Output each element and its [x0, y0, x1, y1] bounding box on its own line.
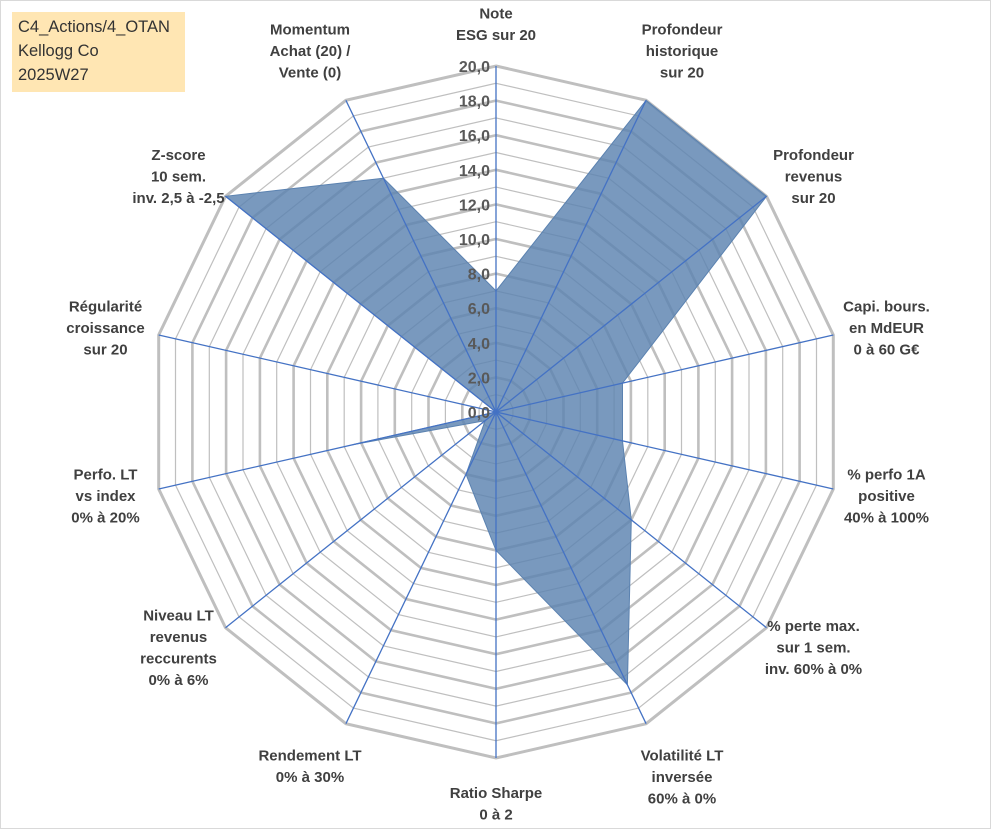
radial-tick-label: 16,0: [459, 128, 490, 145]
axis-label: % perte max. sur 1 sem. inv. 60% à 0%: [765, 618, 862, 678]
axis-label-line: Achat (20) /: [270, 43, 352, 60]
axis-label-line: 0% à 6%: [148, 672, 208, 689]
axis-label-line: croissance: [66, 320, 144, 337]
radial-tick-label: 18,0: [459, 94, 490, 111]
axis-label: Capi. bours. en MdEUR 0 à 60 G€: [843, 298, 930, 358]
axis-label-line: revenus: [785, 168, 843, 185]
radial-tick-label: 4,0: [468, 336, 490, 353]
radar-chart: 0,0 2,0 4,0 6,0 8,0 10,0 12,0 14,0 16,0 18,0 20,0 N…: [0, 0, 991, 829]
radial-tick-label: 20,0: [459, 59, 490, 76]
axis-label-line: inversée: [652, 769, 713, 786]
axis-label: Profondeur revenus sur 20: [773, 147, 854, 207]
axis-label: Volatilité LT inversée 60% à 0%: [641, 748, 724, 808]
axis-label: Profondeur historique sur 20: [642, 21, 723, 81]
axis-label-line: historique: [646, 43, 719, 60]
axis-label-line: sur 1 sem.: [776, 640, 850, 657]
axis-label-line: vs index: [75, 488, 136, 505]
radial-tick-label: 8,0: [468, 267, 490, 284]
axis-label-line: 0% à 30%: [276, 769, 344, 786]
axis-label-line: Régularité: [69, 298, 142, 315]
axis-label-line: Capi. bours.: [843, 298, 930, 315]
axis-label-line: sur 20: [83, 341, 127, 358]
radial-tick-label: 12,0: [459, 197, 490, 214]
axis-label-line: % perfo 1A: [847, 467, 926, 484]
axis-label-line: sur 20: [791, 190, 835, 207]
axis-label-line: Note: [479, 6, 512, 23]
axis-label-line: inv. 2,5 à -2,5: [132, 190, 224, 207]
axis-label-line: 0% à 20%: [71, 510, 139, 527]
axis-label-line: 60% à 0%: [648, 791, 716, 808]
axis-label: Z-score 10 sem. inv. 2,5 à -2,5: [132, 147, 224, 207]
axis-label-line: % perte max.: [767, 618, 860, 635]
axis-label: Momentum Achat (20) / Vente (0): [270, 21, 352, 81]
axis-label-line: 0 à 60 G€: [854, 341, 921, 358]
axis-label-line: Rendement LT: [258, 748, 361, 765]
axis-label-line: Niveau LT: [143, 607, 214, 624]
radial-tick-label: 14,0: [459, 163, 490, 180]
radial-tick-label: 6,0: [468, 301, 490, 318]
axis-label-line: 10 sem.: [151, 168, 206, 185]
axis-label: Régularité croissance sur 20: [66, 298, 144, 358]
axis-label-line: ESG sur 20: [456, 27, 536, 44]
axis-label-line: sur 20: [660, 64, 704, 81]
radial-tick-label: 0,0: [468, 405, 490, 422]
radial-tick-label: 10,0: [459, 232, 490, 249]
radial-tick-label: 2,0: [468, 370, 490, 387]
axis-label: % perfo 1A positive 40% à 100%: [844, 467, 929, 527]
axis-label-line: Vente (0): [279, 64, 342, 81]
axis-label-line: 0 à 2: [479, 807, 512, 824]
axis-label-line: Volatilité LT: [641, 748, 724, 765]
axis-label: Note ESG sur 20: [456, 6, 536, 45]
axis-label-line: Profondeur: [642, 21, 723, 38]
info-box: C4_Actions/4_OTAN Kellogg Co 2025W27: [12, 12, 185, 92]
axis-label-line: Profondeur: [773, 147, 854, 164]
axis-label-line: Z-score: [151, 147, 205, 164]
axis-label-line: reccurents: [140, 650, 217, 667]
axis-label: Ratio Sharpe 0 à 2: [450, 785, 543, 824]
info-box-category: C4_Actions/4_OTAN: [18, 15, 185, 39]
axis-label-line: Perfo. LT: [74, 467, 138, 484]
axis-label-line: Ratio Sharpe: [450, 785, 543, 802]
info-box-week: 2025W27: [18, 63, 185, 87]
axis-label-line: en MdEUR: [849, 320, 924, 337]
axis-label-line: positive: [858, 488, 915, 505]
axis-label-line: 40% à 100%: [844, 510, 929, 527]
axis-label-line: revenus: [150, 629, 208, 646]
axis-label: Niveau LT revenus reccurents 0% à 6%: [140, 607, 217, 689]
axis-label-line: Momentum: [270, 21, 350, 38]
axis-label: Perfo. LT vs index 0% à 20%: [71, 467, 139, 527]
axis-label-line: inv. 60% à 0%: [765, 661, 862, 678]
info-box-company: Kellogg Co: [18, 39, 185, 63]
axis-label: Rendement LT 0% à 30%: [258, 748, 361, 787]
